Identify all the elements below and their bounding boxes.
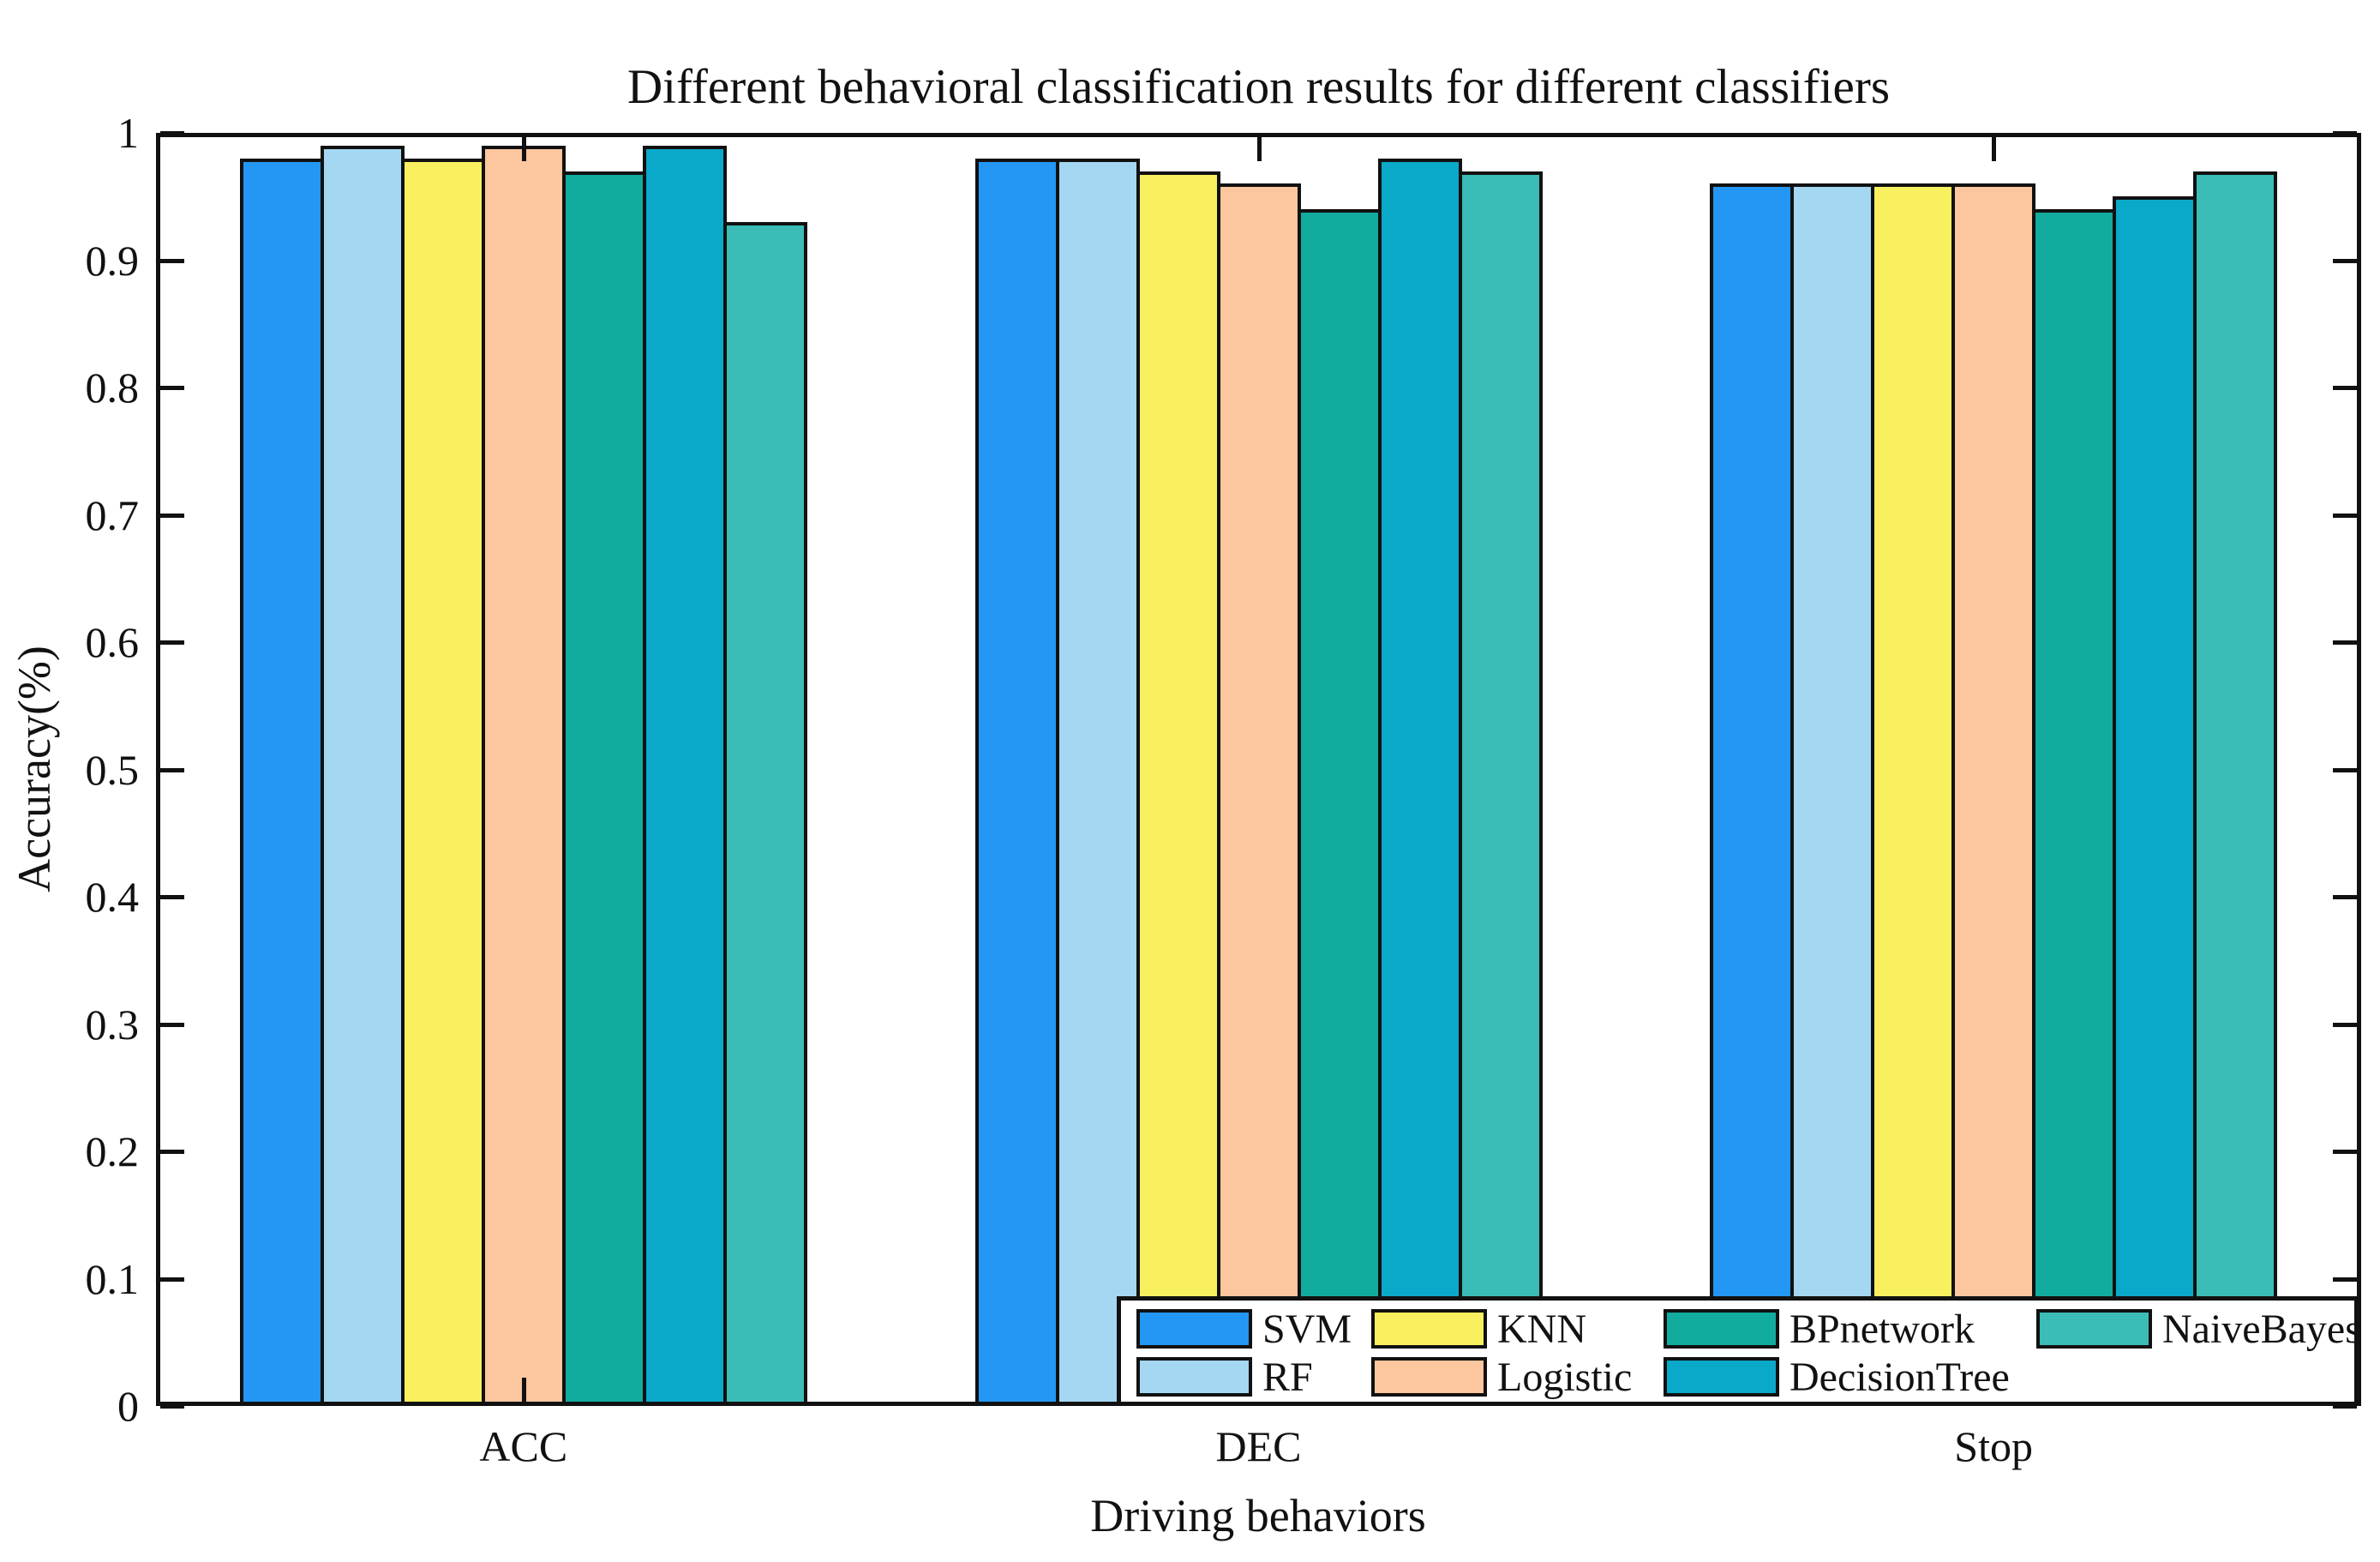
- y-tick-right-0.5: [2333, 768, 2357, 772]
- bar-Logistic-Stop: [1951, 183, 2035, 1406]
- legend-swatch-SVM: [1136, 1309, 1252, 1349]
- y-tick-right-0.8: [2333, 386, 2357, 390]
- y-tick-left-0.8: [160, 386, 184, 390]
- y-tick-right-0.6: [2333, 640, 2357, 645]
- x-tick-top-DEC: [1256, 137, 1262, 161]
- bar-RF-DEC: [1056, 159, 1140, 1406]
- y-tick-left-0: [160, 1404, 184, 1409]
- y-tick-label-0.8: 0.8: [85, 363, 140, 412]
- legend: SVM RF KNN Logistic BPnetwork DecisionTree Nai…: [1117, 1296, 2361, 1406]
- y-tick-left-0.9: [160, 259, 184, 263]
- bar-RF-Stop: [1790, 183, 1874, 1406]
- y-tick-label-0: 0: [117, 1382, 139, 1430]
- legend-label-BPnetwork: BPnetwork: [1789, 1307, 1975, 1352]
- x-tick-top-Stop: [1992, 137, 1997, 161]
- y-tick-label-0.5: 0.5: [85, 746, 140, 794]
- y-tick-label-0.6: 0.6: [85, 618, 140, 666]
- y-tick-label-0.9: 0.9: [85, 237, 140, 285]
- y-tick-left-1: [160, 131, 184, 135]
- bar-SVM-Stop: [1710, 183, 1794, 1406]
- x-tick-top-ACC: [521, 137, 526, 161]
- chart-title: Different behavioral classification resu…: [626, 60, 1890, 114]
- bar-NaiveBayes-DEC: [1459, 171, 1543, 1406]
- x-axis-label: Driving behaviors: [1090, 1490, 1426, 1541]
- bar-NaiveBayes-ACC: [723, 222, 807, 1406]
- x-tick-label-ACC: ACC: [479, 1422, 568, 1470]
- bar-BPnetwork-ACC: [562, 171, 646, 1406]
- legend-swatch-NaiveBayes: [2036, 1309, 2152, 1349]
- legend-label-NaiveBayes: NaiveBayes: [2162, 1307, 2361, 1352]
- bar-SVM-ACC: [240, 159, 324, 1406]
- y-tick-right-0.4: [2333, 895, 2357, 899]
- bar-NaiveBayes-Stop: [2193, 171, 2277, 1406]
- y-tick-left-0.5: [160, 768, 184, 772]
- legend-label-RF: RF: [1262, 1355, 1313, 1400]
- y-tick-right-0.2: [2333, 1150, 2357, 1154]
- legend-label-DecisionTree: DecisionTree: [1789, 1355, 2010, 1400]
- legend-swatch-KNN: [1371, 1309, 1487, 1349]
- x-tick-label-DEC: DEC: [1215, 1422, 1302, 1470]
- legend-swatch-Logistic: [1371, 1357, 1487, 1397]
- y-tick-right-0.9: [2333, 259, 2357, 263]
- bar-SVM-DEC: [975, 159, 1059, 1406]
- bar-DecisionTree-DEC: [1378, 159, 1462, 1406]
- bar-RF-ACC: [321, 146, 405, 1406]
- bar-Logistic-DEC: [1217, 183, 1301, 1406]
- legend-swatch-RF: [1136, 1357, 1252, 1397]
- y-tick-left-0.6: [160, 640, 184, 645]
- y-tick-left-0.2: [160, 1150, 184, 1154]
- legend-swatch-DecisionTree: [1664, 1357, 1779, 1397]
- y-tick-left-0.4: [160, 895, 184, 899]
- y-tick-label-0.3: 0.3: [85, 1000, 140, 1048]
- y-tick-label-1: 1: [117, 109, 139, 157]
- y-tick-left-0.3: [160, 1023, 184, 1027]
- bar-KNN-Stop: [1871, 183, 1955, 1406]
- legend-label-KNN: KNN: [1497, 1307, 1586, 1352]
- y-tick-right-0.3: [2333, 1023, 2357, 1027]
- bar-BPnetwork-DEC: [1298, 209, 1382, 1406]
- y-tick-left-0.7: [160, 514, 184, 518]
- x-tick-bottom-ACC: [521, 1378, 526, 1402]
- bar-KNN-ACC: [401, 159, 485, 1406]
- y-tick-label-0.4: 0.4: [85, 873, 140, 921]
- bar-KNN-DEC: [1136, 171, 1220, 1406]
- y-tick-right-0: [2333, 1404, 2357, 1409]
- legend-label-Logistic: Logistic: [1497, 1355, 1633, 1400]
- legend-swatch-BPnetwork: [1664, 1309, 1779, 1349]
- legend-label-SVM: SVM: [1262, 1307, 1352, 1352]
- x-tick-label-Stop: Stop: [1954, 1422, 2034, 1470]
- y-tick-left-0.1: [160, 1277, 184, 1282]
- y-tick-label-0.7: 0.7: [85, 491, 140, 539]
- y-tick-right-0.1: [2333, 1277, 2357, 1282]
- bar-Logistic-ACC: [482, 146, 566, 1406]
- bar-BPnetwork-Stop: [2032, 209, 2116, 1406]
- bar-DecisionTree-Stop: [2113, 196, 2197, 1406]
- y-tick-label-0.2: 0.2: [85, 1127, 140, 1175]
- bar-DecisionTree-ACC: [643, 146, 727, 1406]
- y-tick-label-0.1: 0.1: [85, 1255, 140, 1303]
- y-tick-right-0.7: [2333, 514, 2357, 518]
- y-tick-right-1: [2333, 131, 2357, 135]
